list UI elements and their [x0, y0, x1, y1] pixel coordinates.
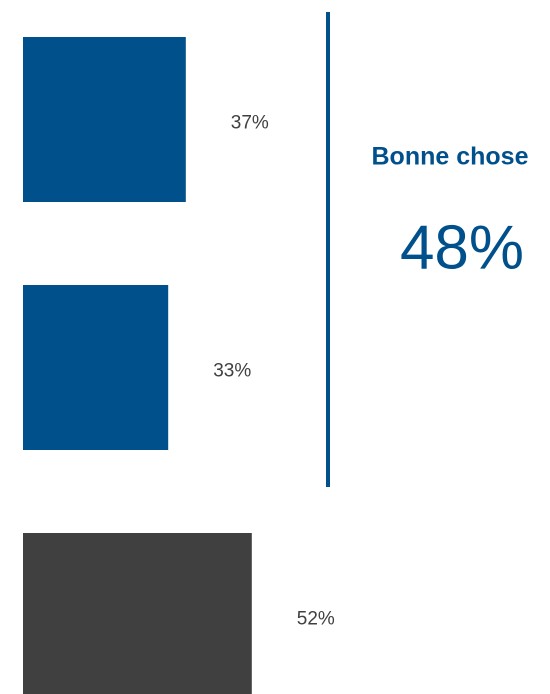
value-label: 52% — [297, 609, 335, 630]
bar — [23, 533, 252, 694]
bar — [23, 285, 169, 450]
annotation-title: Bonne chose — [372, 143, 529, 171]
bar — [23, 37, 186, 202]
value-label: 37% — [231, 113, 269, 134]
value-label: 33% — [213, 361, 251, 382]
annotation-value: 48% — [400, 213, 524, 282]
